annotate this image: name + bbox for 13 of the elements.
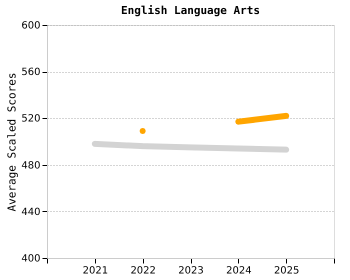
y-tick-label: 440 [21, 206, 40, 218]
y-tick-label: 600 [21, 20, 40, 32]
x-tick-label: 2025 [274, 266, 300, 276]
y-tick-label: 480 [21, 160, 40, 172]
x-tick-label: 2022 [130, 266, 156, 276]
y-tick-label: 520 [21, 114, 40, 125]
x-tick-label: 2021 [82, 266, 108, 276]
chart-title: English Language Arts [120, 4, 260, 17]
x-tick-label: 2024 [226, 266, 252, 276]
y-axis-title: Average Scaled Scores [5, 72, 18, 212]
y-tick-label: 400 [21, 254, 40, 264]
y-tick-label: 560 [21, 67, 40, 78]
x-tick-label: 2023 [178, 266, 204, 276]
